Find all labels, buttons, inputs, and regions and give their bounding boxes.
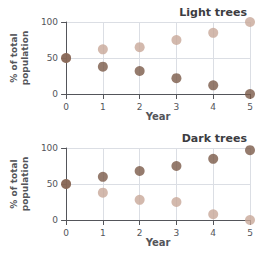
svg-text:Year: Year xyxy=(145,111,171,122)
svg-text:3: 3 xyxy=(174,228,180,238)
svg-text:0: 0 xyxy=(63,228,69,238)
svg-text:4: 4 xyxy=(210,102,216,112)
svg-text:50: 50 xyxy=(47,53,59,63)
svg-text:100: 100 xyxy=(41,17,58,27)
svg-text:0: 0 xyxy=(52,89,58,99)
svg-text:% of total: % of total xyxy=(9,159,19,208)
svg-text:Dark trees: Dark trees xyxy=(182,132,248,145)
svg-text:% of total: % of total xyxy=(9,33,19,82)
svg-text:population: population xyxy=(20,31,30,86)
svg-text:Light trees: Light trees xyxy=(179,6,247,19)
svg-text:50: 50 xyxy=(47,179,59,189)
svg-text:2: 2 xyxy=(137,228,143,238)
svg-text:100: 100 xyxy=(41,143,58,153)
svg-text:1: 1 xyxy=(100,228,106,238)
svg-text:0: 0 xyxy=(52,215,58,225)
svg-text:0: 0 xyxy=(63,102,69,112)
svg-text:5: 5 xyxy=(247,228,253,238)
svg-text:5: 5 xyxy=(247,102,253,112)
svg-text:population: population xyxy=(20,157,30,212)
svg-text:2: 2 xyxy=(137,102,143,112)
svg-text:Year: Year xyxy=(145,237,171,248)
svg-text:4: 4 xyxy=(210,228,216,238)
svg-text:1: 1 xyxy=(100,102,106,112)
svg-text:3: 3 xyxy=(174,102,180,112)
